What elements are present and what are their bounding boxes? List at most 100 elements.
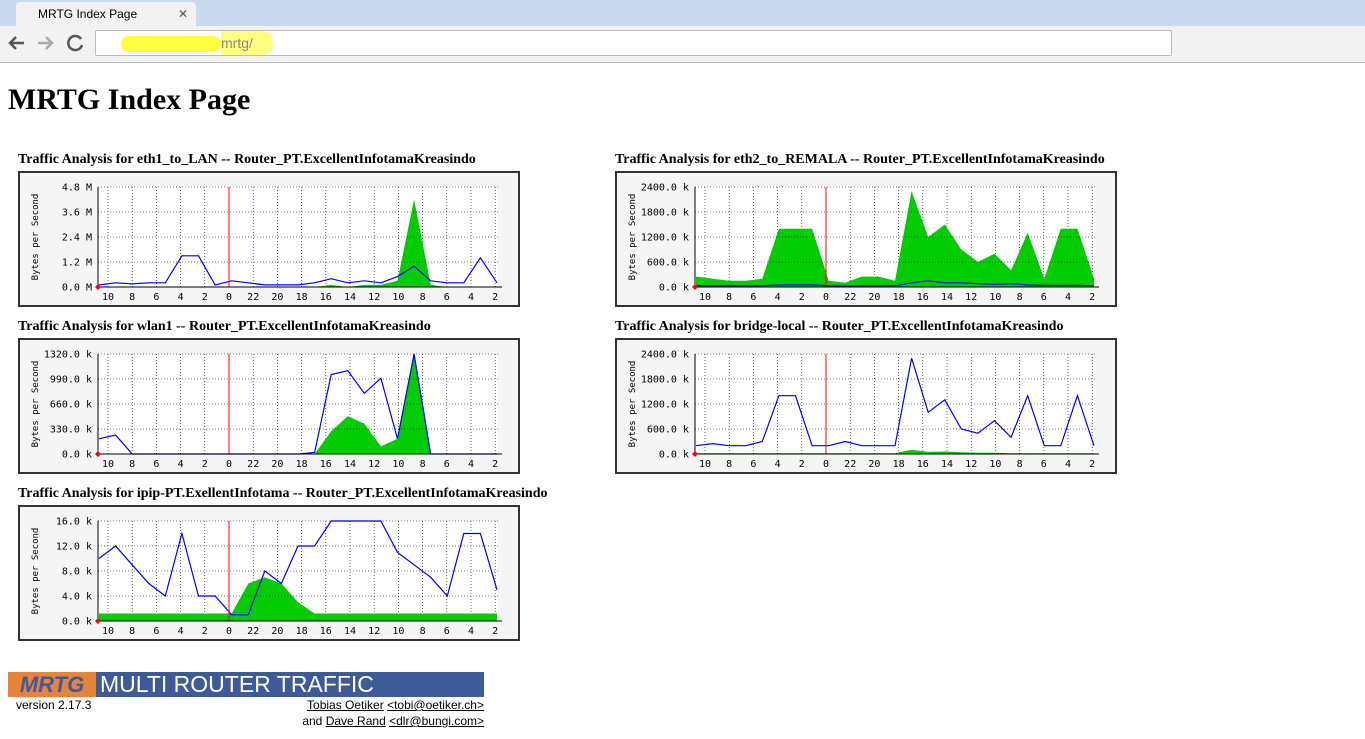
- x-tick-label: 6: [153, 626, 159, 637]
- x-tick-label: 20: [271, 459, 283, 470]
- x-tick-label: 16: [917, 292, 929, 303]
- x-tick-label: 14: [941, 459, 953, 470]
- x-tick-label: 20: [868, 292, 880, 303]
- x-tick-label: 14: [344, 459, 356, 470]
- redaction: [121, 36, 221, 52]
- y-tick-label: 2400.0 k: [641, 350, 689, 361]
- x-tick-label: 4: [468, 292, 474, 303]
- x-tick-label: 18: [296, 459, 308, 470]
- y-tick-label: 4.0 k: [62, 592, 92, 603]
- x-tick-label: 8: [1017, 459, 1023, 470]
- x-tick-label: 6: [153, 459, 159, 470]
- y-tick-label: 0.0 k: [62, 450, 92, 461]
- x-tick-label: 16: [917, 459, 929, 470]
- x-tick-label: 6: [1041, 459, 1047, 470]
- out-line: [695, 358, 1095, 447]
- x-tick-label: 6: [153, 292, 159, 303]
- x-tick-label: 8: [1017, 292, 1023, 303]
- x-tick-label: 6: [444, 626, 450, 637]
- y-tick-label: 3.6 M: [62, 208, 92, 219]
- x-tick-label: 4: [775, 292, 781, 303]
- logo-short: MRTG: [8, 672, 96, 697]
- y-tick-label: 1800.0 k: [641, 375, 689, 386]
- graph-title: Traffic Analysis for ipip-PT.ExellentInf…: [18, 486, 548, 501]
- x-tick-label: 10: [699, 292, 711, 303]
- x-tick-label: 4: [1065, 459, 1071, 470]
- credits-2: and Dave Rand <dlr@bungi.com>: [302, 714, 484, 728]
- in-area: [696, 449, 1094, 454]
- x-tick-label: 22: [247, 292, 259, 303]
- x-tick-label: 8: [726, 459, 732, 470]
- x-tick-label: 4: [178, 459, 184, 470]
- x-tick-label: 8: [420, 626, 426, 637]
- x-tick-label: 12: [368, 626, 380, 637]
- mrtg-logo: MRTG MULTI ROUTER TRAFFIC GRAPHER: [8, 672, 484, 722]
- x-tick-label: 14: [344, 292, 356, 303]
- in-area: [696, 191, 1094, 287]
- address-bar[interactable]: mrtg/: [95, 30, 1172, 56]
- reload-button[interactable]: [67, 34, 84, 52]
- tab-close[interactable]: ✕: [177, 7, 188, 21]
- x-tick-label: 12: [965, 459, 977, 470]
- x-tick-label: 10: [392, 292, 404, 303]
- y-tick-label: 16.0 k: [56, 517, 92, 528]
- x-tick-label: 0: [226, 626, 232, 637]
- nav-buttons: [8, 34, 84, 52]
- x-tick-label: 0: [823, 459, 829, 470]
- x-tick-label: 4: [178, 626, 184, 637]
- y-axis-label: Bytes per Second: [31, 194, 41, 281]
- x-tick-label: 2: [1089, 292, 1095, 303]
- x-tick-label: 22: [247, 459, 259, 470]
- y-axis-label: Bytes per Second: [31, 528, 41, 615]
- x-tick-label: 10: [392, 459, 404, 470]
- email-link[interactable]: <tobi@oetiker.ch>: [387, 698, 484, 712]
- x-tick-label: 20: [271, 626, 283, 637]
- in-area: [99, 354, 497, 454]
- out-line: [98, 255, 498, 286]
- x-tick-label: 0: [823, 292, 829, 303]
- y-tick-label: 1320.0 k: [44, 350, 92, 361]
- email-link[interactable]: <dlr@bungi.com>: [389, 714, 484, 728]
- x-tick-label: 2: [202, 626, 208, 637]
- in-area: [99, 577, 497, 621]
- origin-arrow: [95, 451, 101, 457]
- x-tick-label: 12: [368, 459, 380, 470]
- y-axis-label: Bytes per Second: [31, 361, 41, 448]
- x-tick-label: 18: [296, 292, 308, 303]
- y-tick-label: 1200.0 k: [641, 400, 689, 411]
- x-tick-label: 16: [320, 626, 332, 637]
- x-tick-label: 18: [893, 459, 905, 470]
- forward-button[interactable]: [38, 36, 54, 50]
- x-tick-label: 22: [844, 459, 856, 470]
- x-tick-label: 6: [444, 292, 450, 303]
- in-area: [99, 199, 497, 287]
- x-tick-label: 2: [1089, 459, 1095, 470]
- x-tick-label: 10: [102, 626, 114, 637]
- out-line: [696, 280, 1095, 287]
- version: version 2.17.3: [16, 698, 92, 712]
- logo-text: MULTI ROUTER TRAFFIC GRAPHER: [100, 671, 374, 722]
- x-tick-label: 2: [492, 292, 498, 303]
- author-link[interactable]: Dave Rand: [325, 714, 386, 728]
- graph: 0.0 M1.2 M2.4 M3.6 M4.8 M10 8 6 4 2 0 22 20 18 16…: [18, 171, 520, 307]
- x-tick-label: 20: [868, 459, 880, 470]
- author-link[interactable]: Tobias Oetiker: [307, 698, 384, 712]
- out-line: [98, 520, 498, 616]
- x-tick-label: 0: [226, 459, 232, 470]
- x-tick-label: 4: [1065, 292, 1071, 303]
- x-tick-label: 10: [392, 626, 404, 637]
- back-button[interactable]: [8, 36, 24, 50]
- url: mrtg/: [221, 31, 273, 55]
- credits-1: Tobias Oetiker <tobi@oetiker.ch>: [307, 698, 484, 712]
- y-tick-label: 1200.0 k: [641, 233, 689, 244]
- origin-arrow: [692, 451, 698, 457]
- x-tick-label: 18: [296, 626, 308, 637]
- x-tick-label: 14: [344, 626, 356, 637]
- x-tick-label: 4: [775, 459, 781, 470]
- y-tick-label: 2400.0 k: [641, 183, 689, 194]
- y-tick-label: 600.0 k: [647, 425, 689, 436]
- x-tick-label: 4: [468, 626, 474, 637]
- tab-bar: MRTG Index Page ✕: [0, 0, 1365, 26]
- tab[interactable]: MRTG Index Page ✕: [16, 2, 196, 26]
